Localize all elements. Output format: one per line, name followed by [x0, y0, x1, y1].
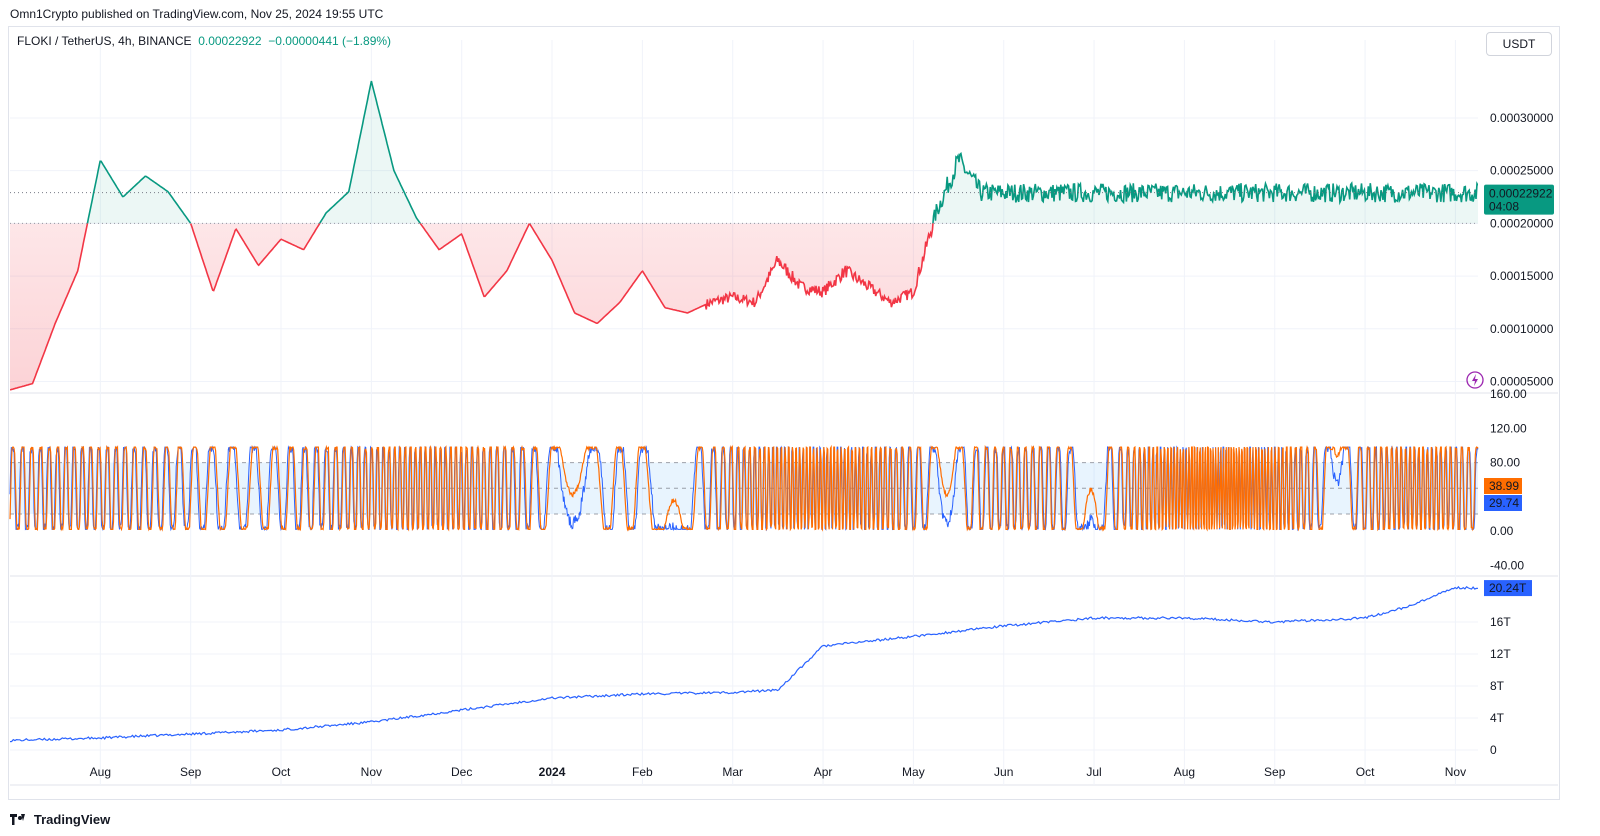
legend-change: −0.00000441 (−1.89%)	[268, 34, 392, 48]
volume-axis-label: 16T	[1490, 615, 1511, 629]
stoch-axis-label: 0.00	[1490, 524, 1514, 538]
volume-axis-label: 0	[1490, 743, 1497, 757]
stoch-d-line	[9, 444, 1479, 532]
stoch-k-value: 29.74	[1489, 496, 1519, 510]
publisher-caption: Omn1Crypto published on TradingView.com,…	[10, 7, 384, 21]
price-line-below	[10, 223, 934, 391]
time-axis-label: Mar	[722, 765, 743, 779]
stoch-axis-label: 160.00	[1490, 387, 1527, 401]
price-line-above	[86, 80, 1478, 224]
volume-line	[9, 585, 1479, 743]
time-axis-label: Sep	[180, 765, 202, 779]
time-axis-label: Feb	[632, 765, 653, 779]
last-price-label: 0.00022922	[1489, 187, 1553, 201]
symbol-legend[interactable]: FLOKI / TetherUS, 4h, BINANCE 0.00022922…	[17, 34, 391, 48]
time-axis-label: Nov	[361, 765, 382, 779]
stoch-k-tag	[1484, 495, 1522, 511]
price-axis-label: 0.00030000	[1490, 111, 1554, 125]
symbol-title: FLOKI / TetherUS, 4h, BINANCE	[17, 34, 192, 48]
volume-axis-label: 4T	[1490, 711, 1505, 725]
tradingview-logo[interactable]: TradingView	[10, 811, 110, 827]
candle-countdown: 04:08	[1489, 200, 1519, 214]
time-axis-label: Jun	[994, 765, 1013, 779]
time-axis-label: Jul	[1086, 765, 1101, 779]
time-axis-label: Oct	[1356, 765, 1375, 779]
time-axis-label: 2024	[539, 765, 566, 779]
price-axis-label: 0.00015000	[1490, 269, 1554, 283]
stoch-axis-label: -40.00	[1490, 558, 1524, 572]
price-area-below-baseline	[10, 223, 1478, 390]
lightning-icon	[1466, 371, 1484, 389]
volume-axis-label: 8T	[1490, 679, 1505, 693]
tradingview-logo-icon	[10, 811, 30, 827]
volume-last-value: 20.24T	[1489, 581, 1527, 595]
time-axis-label: Nov	[1445, 765, 1466, 779]
stoch-axis-label: 80.00	[1490, 456, 1520, 470]
tradingview-brand: TradingView	[33, 812, 111, 827]
time-axis-label: Apr	[814, 765, 833, 779]
stoch-d-value: 38.99	[1489, 479, 1519, 493]
chart-frame	[8, 26, 1560, 800]
volume-last-tag	[1484, 580, 1532, 597]
time-axis-label: Oct	[272, 765, 291, 779]
time-axis-label: Aug	[1174, 765, 1195, 779]
time-axis-label: Dec	[451, 765, 472, 779]
stoch-axis-label: 120.00	[1490, 421, 1527, 435]
price-axis-label: 0.00025000	[1490, 164, 1554, 178]
price-axis-label: 0.00020000	[1490, 216, 1554, 230]
stoch-d-tag	[1484, 478, 1522, 494]
price-axis-label: 0.00010000	[1490, 322, 1554, 336]
time-axis-label: Sep	[1264, 765, 1286, 779]
legend-price: 0.00022922	[198, 34, 262, 48]
currency-button[interactable]: USDT	[1486, 32, 1552, 56]
last-price-tag	[1484, 184, 1554, 215]
price-axis-label: 0.00005000	[1490, 374, 1554, 388]
lightning-bolt-icon	[1472, 374, 1478, 386]
volume-axis-label: 12T	[1490, 647, 1511, 661]
time-axis-label: Aug	[90, 765, 111, 779]
time-axis-label: May	[902, 765, 925, 779]
